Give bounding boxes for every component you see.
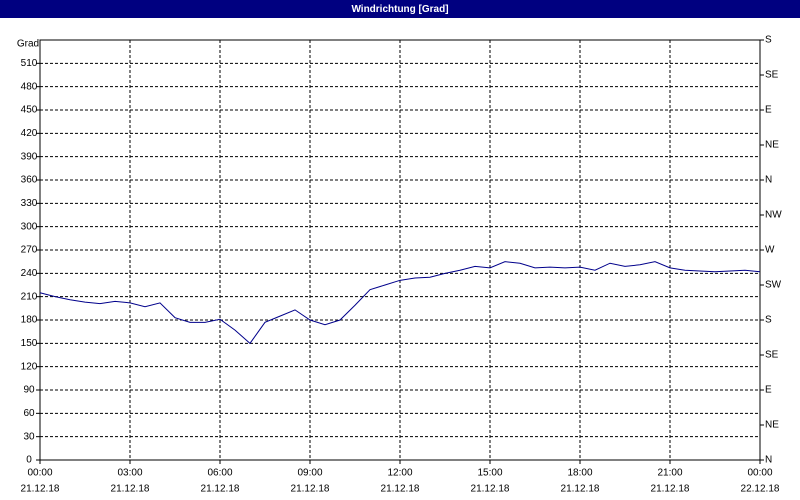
title-bar bbox=[0, 0, 800, 18]
y2-tick-label: NW bbox=[765, 210, 782, 221]
chart-title: Windrichtung [Grad] bbox=[351, 4, 448, 15]
y2-tick-label: SE bbox=[765, 70, 779, 81]
x-tick-date: 21.12.18 bbox=[21, 484, 60, 495]
y-tick-label: 180 bbox=[21, 315, 38, 326]
y2-tick-label: S bbox=[765, 315, 772, 326]
y-tick-label: 270 bbox=[21, 245, 38, 256]
x-tick-label: 18:00 bbox=[567, 468, 592, 479]
y2-tick-label: N bbox=[765, 175, 772, 186]
y-tick-label: 0 bbox=[26, 455, 32, 466]
x-tick-date: 21.12.18 bbox=[201, 484, 240, 495]
x-tick-label: 21:00 bbox=[657, 468, 682, 479]
data-line bbox=[39, 261, 761, 345]
y-tick-label: 390 bbox=[21, 151, 38, 162]
y-tick-label: 420 bbox=[21, 128, 38, 139]
x-tick-label: 09:00 bbox=[297, 468, 322, 479]
y2-tick-label: NE bbox=[765, 420, 779, 431]
x-tick-date: 21.12.18 bbox=[471, 484, 510, 495]
y2-tick-label: SW bbox=[765, 280, 782, 291]
x-tick-label: 15:00 bbox=[477, 468, 502, 479]
x-tick-label: 06:00 bbox=[207, 468, 232, 479]
y-tick-label: 450 bbox=[21, 105, 38, 116]
x-tick-date: 21.12.18 bbox=[561, 484, 600, 495]
x-tick-label: 00:00 bbox=[747, 468, 772, 479]
y-axis-label: Grad bbox=[17, 39, 39, 50]
x-tick-date: 21.12.18 bbox=[381, 484, 420, 495]
y-tick-label: 210 bbox=[21, 291, 38, 302]
y-tick-label: 150 bbox=[21, 338, 38, 349]
y-tick-label: 480 bbox=[21, 81, 38, 92]
x-tick-date: 21.12.18 bbox=[291, 484, 330, 495]
x-tick-label: 00:00 bbox=[27, 468, 52, 479]
y2-tick-label: E bbox=[765, 105, 772, 116]
y-tick-label: 60 bbox=[23, 408, 35, 419]
x-tick-label: 03:00 bbox=[117, 468, 142, 479]
y-tick-label: 330 bbox=[21, 198, 38, 209]
y2-tick-label: N bbox=[765, 455, 772, 466]
y-tick-label: 300 bbox=[21, 221, 38, 232]
y2-tick-label: NE bbox=[765, 140, 779, 151]
plot-frame bbox=[39, 39, 761, 461]
y2-tick-label: W bbox=[765, 245, 775, 256]
x-tick-date: 22.12.18 bbox=[741, 484, 780, 495]
y2-tick-label: S bbox=[765, 35, 772, 46]
x-tick-date: 21.12.18 bbox=[111, 484, 150, 495]
x-tick-date: 21.12.18 bbox=[651, 484, 690, 495]
y-tick-label: 120 bbox=[21, 361, 38, 372]
y-tick-label: 90 bbox=[23, 385, 35, 396]
y-tick-label: 510 bbox=[21, 58, 38, 69]
x-tick-label: 12:00 bbox=[387, 468, 412, 479]
y2-tick-label: E bbox=[765, 385, 772, 396]
y2-tick-label: SE bbox=[765, 350, 779, 361]
y-tick-label: 240 bbox=[21, 268, 38, 279]
y-tick-label: 30 bbox=[23, 431, 35, 442]
y-tick-label: 360 bbox=[21, 175, 38, 186]
